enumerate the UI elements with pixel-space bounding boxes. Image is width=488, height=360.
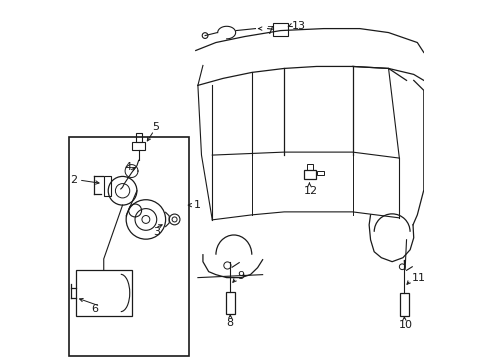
Bar: [304, 170, 315, 179]
Bar: [273, 23, 287, 36]
Bar: [69, 137, 188, 356]
Text: 4: 4: [124, 162, 131, 172]
Text: 13: 13: [291, 21, 305, 31]
Bar: [132, 142, 145, 149]
Bar: [225, 292, 234, 314]
Bar: [76, 270, 131, 316]
Text: 8: 8: [226, 318, 233, 328]
Bar: [306, 163, 312, 170]
Text: 10: 10: [398, 320, 412, 330]
Text: 3: 3: [153, 227, 160, 237]
Bar: [103, 176, 110, 196]
Text: 2: 2: [70, 175, 77, 185]
Bar: [316, 171, 324, 175]
Text: 5: 5: [152, 122, 159, 132]
Text: 9: 9: [237, 271, 244, 281]
Text: 11: 11: [411, 273, 425, 283]
Text: 7: 7: [265, 26, 273, 36]
Text: 6: 6: [91, 304, 99, 314]
Text: 1: 1: [193, 200, 200, 210]
Bar: [399, 293, 408, 316]
Text: 12: 12: [304, 186, 318, 196]
Bar: [136, 134, 142, 142]
